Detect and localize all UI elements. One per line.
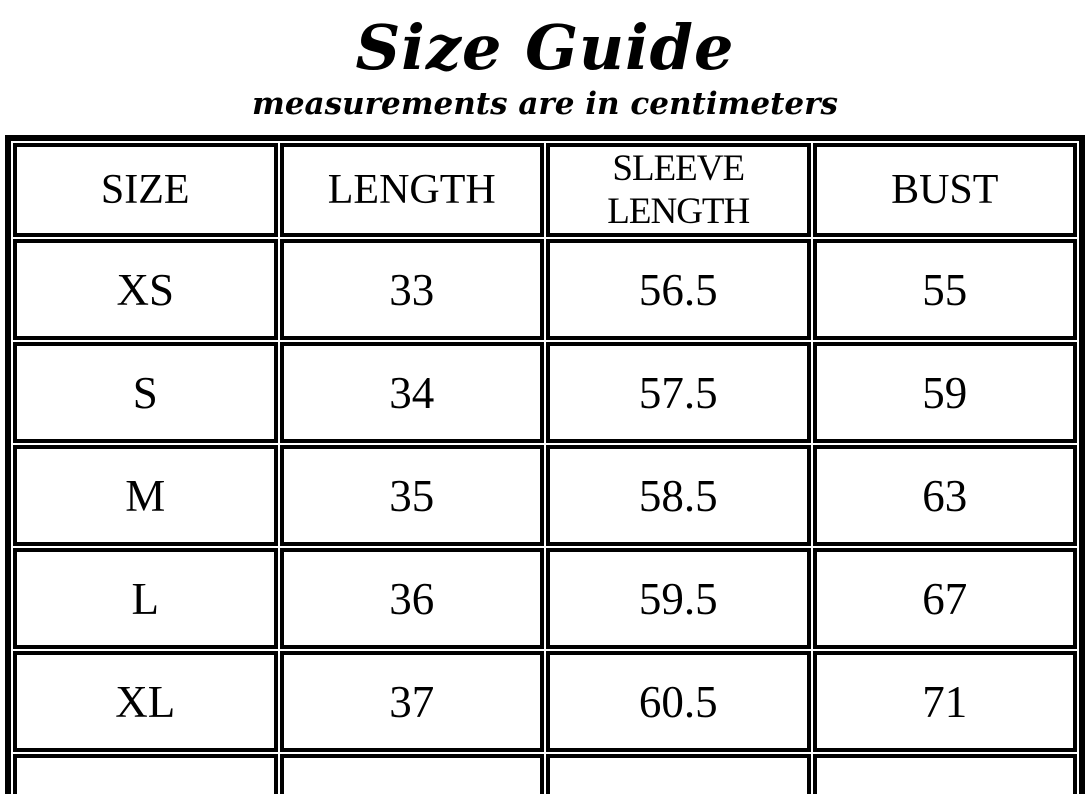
header-cell-bust: BUST bbox=[812, 143, 1077, 238]
cell-l-length: 36 bbox=[279, 548, 544, 650]
table-row-xs: XS 33 56.5 55 bbox=[13, 239, 1077, 341]
cell-l-sleeve-length: 59.5 bbox=[546, 548, 811, 650]
cell-xl-length: 37 bbox=[279, 651, 544, 753]
cell-xs-size: XS bbox=[13, 239, 278, 341]
cell-xs-sleeve-length: 56.5 bbox=[546, 239, 811, 341]
table-row-xl: XL 37 60.5 71 bbox=[13, 651, 1077, 753]
header-cell-length: LENGTH bbox=[279, 143, 544, 238]
table-row-m: M 35 58.5 63 bbox=[13, 445, 1077, 547]
cell-xl-sleeve-length: 60.5 bbox=[546, 651, 811, 753]
cell-xs-length: 33 bbox=[279, 239, 544, 341]
header-cell-size: SIZE bbox=[13, 143, 278, 238]
cell-s-size: S bbox=[13, 342, 278, 444]
cell-m-size: M bbox=[13, 445, 278, 547]
size-guide-table: SIZE LENGTH SLEEVE LENGTH BUST XS 33 56.… bbox=[5, 135, 1085, 794]
cell-xl-size: XL bbox=[13, 651, 278, 753]
cell-xl-bust: 71 bbox=[812, 651, 1077, 753]
page-subtitle: measurements are in centimeters bbox=[252, 86, 838, 123]
cell-s-length: 34 bbox=[279, 342, 544, 444]
cell-partial-2 bbox=[279, 754, 544, 794]
header-cell-sleeve-length: SLEEVE LENGTH bbox=[546, 143, 811, 238]
cell-l-bust: 67 bbox=[812, 548, 1077, 650]
table-row-partial-cutoff bbox=[13, 754, 1077, 794]
table-header-row: SIZE LENGTH SLEEVE LENGTH BUST bbox=[13, 143, 1077, 238]
table-row-s: S 34 57.5 59 bbox=[13, 342, 1077, 444]
cell-m-length: 35 bbox=[279, 445, 544, 547]
cell-partial-3 bbox=[546, 754, 811, 794]
cell-s-bust: 59 bbox=[812, 342, 1077, 444]
table-row-l: L 36 59.5 67 bbox=[13, 548, 1077, 650]
page-title: Size Guide bbox=[355, 11, 735, 84]
cell-partial-4 bbox=[812, 754, 1077, 794]
cell-m-bust: 63 bbox=[812, 445, 1077, 547]
cell-l-size: L bbox=[13, 548, 278, 650]
cell-xs-bust: 55 bbox=[812, 239, 1077, 341]
cell-partial-1 bbox=[13, 754, 278, 794]
cell-s-sleeve-length: 57.5 bbox=[546, 342, 811, 444]
cell-m-sleeve-length: 58.5 bbox=[546, 445, 811, 547]
